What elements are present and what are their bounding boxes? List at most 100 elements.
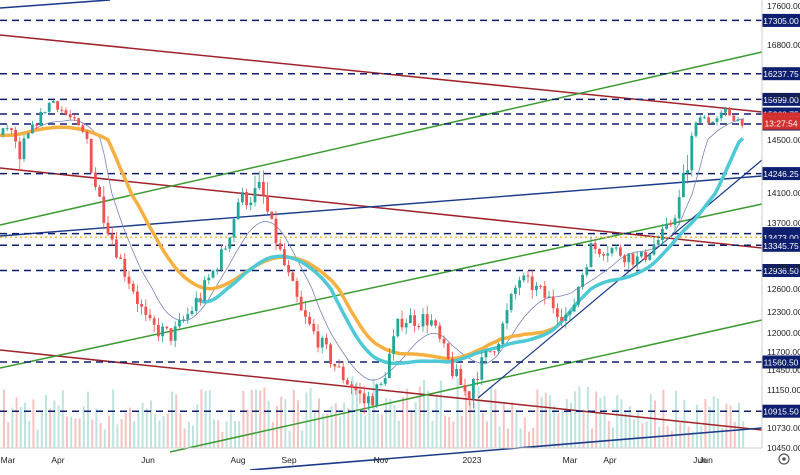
- level-label: 17305.00: [762, 13, 800, 27]
- volume-bar: [61, 390, 64, 448]
- volume-bar: [225, 421, 228, 448]
- candle-body: [5, 128, 9, 130]
- candle-body: [640, 251, 643, 257]
- y-tick-label: 12000.00: [767, 328, 800, 338]
- volume-bar: [162, 415, 165, 448]
- volume-bar: [708, 406, 711, 448]
- level-label-bg: [762, 167, 800, 181]
- volume-bar: [570, 402, 572, 448]
- x-tick-label: Apr: [51, 455, 64, 465]
- candle-body: [329, 344, 332, 364]
- candle-body: [673, 218, 677, 225]
- candle-body: [736, 119, 740, 121]
- volume-bar: [154, 413, 157, 448]
- level-label-bg: [762, 355, 800, 369]
- candle-body: [211, 270, 215, 278]
- volume-bar: [259, 390, 262, 448]
- volume-bar: [561, 409, 564, 448]
- candle-body: [430, 320, 433, 326]
- candle-body: [442, 338, 446, 344]
- candle-body: [77, 118, 80, 126]
- axis-layer: 17305.0016237.7515699.0015268.7514974.00…: [0, 0, 800, 465]
- volume-bar: [666, 425, 669, 448]
- volume-bar: [200, 389, 203, 448]
- candle-body: [94, 172, 97, 187]
- candle-body: [623, 255, 626, 263]
- volume-layer: [3, 376, 745, 448]
- candle-body: [682, 172, 685, 198]
- candle-body: [707, 117, 710, 124]
- volume-bar: [166, 414, 169, 448]
- candle-body: [18, 141, 22, 160]
- volume-bar: [511, 402, 514, 448]
- volume-bar: [175, 394, 178, 448]
- volume-bar: [649, 394, 652, 448]
- candle-body: [228, 237, 232, 249]
- candle-body: [556, 308, 559, 317]
- y-tick-label: 14100.00: [767, 188, 800, 198]
- candle-body: [236, 202, 240, 220]
- volume-bar: [309, 388, 312, 448]
- volume-bar: [49, 408, 52, 448]
- candle-body: [224, 248, 227, 250]
- candle-body: [476, 379, 479, 380]
- candle-body: [505, 310, 509, 324]
- candle-body: [316, 331, 320, 348]
- volume-bar: [276, 406, 278, 448]
- candle-body: [173, 326, 177, 341]
- volume-bar: [536, 389, 539, 448]
- settings-icon[interactable]: [778, 453, 790, 465]
- volume-bar: [355, 381, 358, 448]
- volume-bar: [322, 413, 325, 448]
- volume-bar: [628, 406, 631, 448]
- candle-body: [299, 296, 303, 311]
- volume-bar: [19, 407, 22, 448]
- volume-bar: [196, 404, 199, 448]
- volume-bar: [179, 413, 182, 448]
- candle-body: [190, 311, 194, 314]
- volume-bar: [91, 419, 94, 448]
- candle-body: [291, 272, 295, 282]
- level-label: 10915.50: [762, 404, 800, 418]
- volume-bar: [351, 376, 354, 448]
- candle-body: [102, 196, 106, 223]
- x-tick-label: Mar: [1, 455, 16, 465]
- candle-body: [22, 138, 26, 159]
- candle-body: [346, 380, 349, 385]
- candle-body: [585, 267, 589, 275]
- volume-bar: [171, 391, 173, 448]
- candle-body: [287, 265, 290, 273]
- volume-bar: [70, 416, 73, 448]
- candle-body: [509, 294, 513, 311]
- volume-bar: [687, 426, 690, 448]
- level-label: 16237.75: [762, 67, 800, 81]
- volume-bar: [11, 407, 14, 448]
- volume-bar: [557, 413, 560, 448]
- volume-bar: [381, 414, 383, 448]
- level-label: 12936.50: [762, 264, 800, 277]
- candle-body: [484, 351, 488, 358]
- volume-bar: [620, 399, 623, 448]
- candle-body: [127, 276, 131, 284]
- volume-bar: [532, 427, 535, 448]
- candle-body: [425, 314, 429, 326]
- volume-bar: [124, 412, 127, 448]
- volume-bar: [238, 421, 241, 448]
- volume-bar: [364, 415, 367, 448]
- level-label-bg: [762, 13, 800, 27]
- volume-bar: [456, 378, 459, 448]
- level-label-text: 17305.00: [763, 16, 799, 26]
- candle-body: [262, 181, 265, 196]
- candle-body: [379, 383, 383, 385]
- candle-body: [136, 291, 139, 304]
- candle-body: [341, 366, 345, 381]
- candle-body: [480, 357, 484, 380]
- volume-bar: [494, 389, 497, 448]
- candle-body: [186, 314, 190, 320]
- volume-bar: [519, 428, 522, 448]
- level-label-text: 11560.50: [764, 358, 799, 368]
- candle-body: [283, 249, 286, 266]
- volume-bar: [717, 398, 719, 448]
- volume-bar: [288, 430, 291, 448]
